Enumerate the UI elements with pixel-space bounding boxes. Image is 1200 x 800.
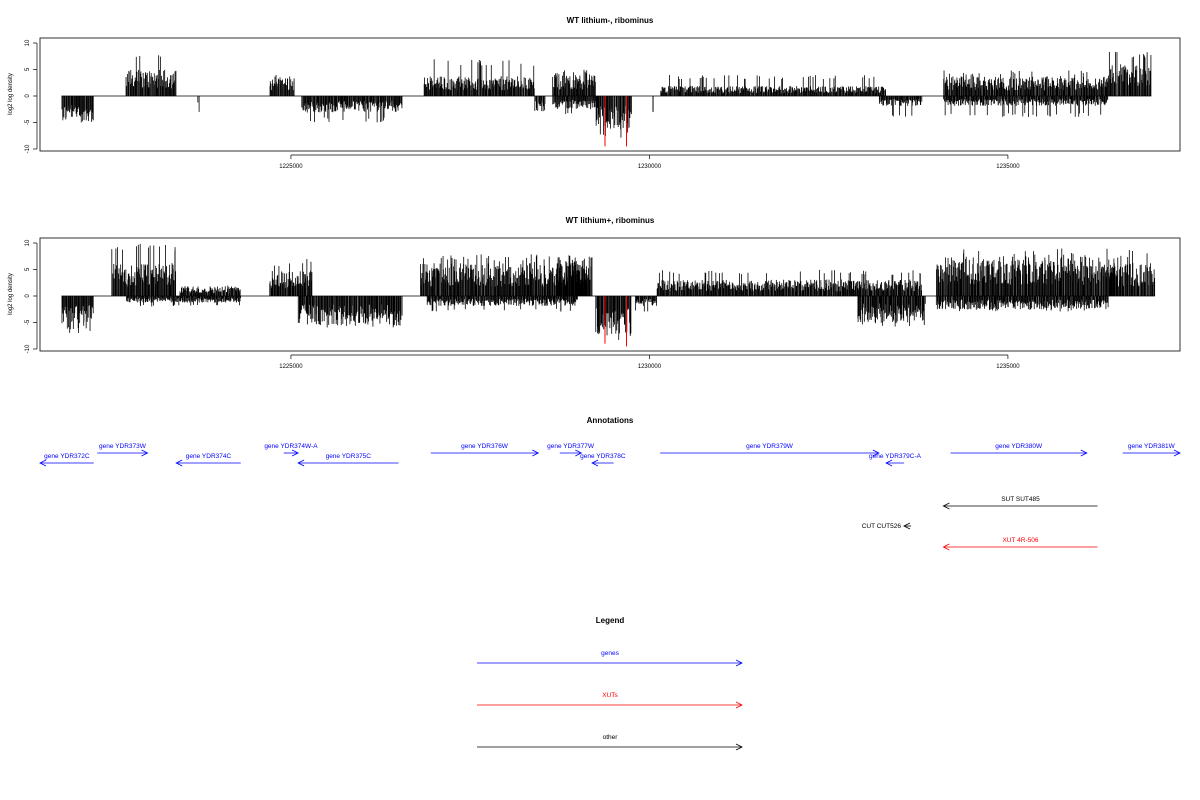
y-axis: 10 5 0 -5 -10	[25, 239, 38, 353]
annotation-feature: gene YDR374W-A	[264, 443, 318, 457]
y-tick-label: 5	[25, 67, 31, 71]
x-tick-label: 1235000	[996, 164, 1020, 170]
feature-label: gene YDR379C-A	[869, 453, 922, 460]
feature-label: gene YDR377W	[547, 443, 595, 450]
annotation-feature: gene YDR379C-A	[869, 453, 922, 467]
feature-label: gene YDR372C	[44, 453, 90, 460]
feature-label: gene YDR374C	[186, 453, 232, 460]
arrow-head-icon	[532, 449, 540, 457]
x-axis: 1225000 1230000 1235000	[279, 354, 1020, 370]
feature-label: CUT CUT526	[862, 523, 902, 530]
feature-label: gene YDR375C	[326, 453, 372, 460]
annotation-feature: gene YDR373W	[97, 443, 149, 457]
legend-label: genes	[601, 650, 619, 657]
legend-label: other	[603, 734, 619, 741]
feature-label: gene YDR380W	[995, 443, 1043, 450]
annotation-feature: SUT SUT485	[942, 496, 1098, 510]
arrow-head-icon	[297, 459, 305, 467]
annotation-feature: gene YDR379W	[660, 443, 880, 457]
arrow-head-icon	[885, 459, 893, 467]
x-tick-label: 1230000	[638, 364, 662, 370]
track-plot-lithium-minus: WT lithium-, ribominus log2 log density …	[8, 16, 1181, 170]
feature-label: gene YDR379W	[746, 443, 794, 450]
arrow-head-icon	[735, 743, 743, 751]
bars-layer	[61, 243, 1156, 347]
y-tick-label: -10	[25, 344, 31, 353]
bars-layer	[61, 52, 1152, 147]
x-tick-label: 1235000	[996, 364, 1020, 370]
arrow-head-icon	[141, 449, 149, 457]
feature-label: gene YDR381W	[1128, 443, 1176, 450]
x-tick-label: 1230000	[638, 164, 662, 170]
annotations-track: Annotations gene YDR373W gene YDR374W-A ge…	[39, 416, 1181, 551]
arrow-head-icon	[591, 459, 599, 467]
annotation-feature: CUT CUT526	[862, 522, 912, 530]
plot-title: WT lithium+, ribominus	[566, 216, 655, 225]
arrow-head-icon	[291, 449, 300, 457]
legend-item: other	[477, 734, 743, 751]
feature-label: SUT SUT485	[1001, 496, 1040, 503]
legend-items: genes XUTs other	[477, 650, 743, 751]
y-tick-label: 0	[25, 294, 31, 298]
plot-frame	[39, 37, 1181, 152]
annotation-feature: gene YDR376W	[430, 443, 540, 457]
y-axis-label: log2 log density	[8, 73, 14, 115]
plot-frame	[39, 237, 1181, 352]
y-axis: 10 5 0 -5 -10	[25, 39, 38, 153]
annotation-feature: gene YDR378C	[580, 453, 626, 467]
arrow-head-icon	[1080, 449, 1088, 457]
y-axis-label: log2 log density	[8, 273, 14, 315]
legend-item: XUTs	[477, 692, 743, 709]
arrow-head-icon	[942, 543, 950, 551]
annotation-feature: gene YDR381W	[1122, 443, 1181, 457]
annotation-features: gene YDR373W gene YDR374W-A gene YDR376W ge…	[39, 443, 1181, 551]
x-tick-label: 1225000	[279, 164, 303, 170]
plot-title: WT lithium-, ribominus	[567, 16, 654, 25]
arrow-head-icon	[735, 659, 743, 667]
feature-label: XUT 4R-506	[1002, 537, 1038, 544]
y-tick-label: 5	[25, 267, 31, 271]
annotation-feature: gene YDR375C	[297, 453, 399, 467]
feature-label: gene YDR374W-A	[264, 443, 318, 450]
x-axis: 1225000 1230000 1235000	[279, 154, 1020, 170]
arrow-head-icon	[39, 459, 47, 467]
annotation-feature: gene YDR380W	[950, 443, 1088, 457]
y-tick-label: 0	[25, 94, 31, 98]
y-tick-label: 10	[25, 239, 31, 246]
arrow-head-icon	[942, 502, 950, 510]
arrow-head-icon	[872, 449, 880, 457]
annotation-feature: XUT 4R-506	[942, 537, 1098, 551]
legend-label: XUTs	[602, 692, 618, 699]
legend: Legend genes XUTs other	[477, 616, 743, 751]
annotations-title: Annotations	[587, 416, 634, 425]
x-tick-label: 1225000	[279, 364, 303, 370]
feature-label: gene YDR373W	[99, 443, 147, 450]
annotation-feature: gene YDR377W	[547, 443, 595, 457]
arrow-head-icon	[903, 522, 911, 530]
arrow-head-icon	[735, 701, 743, 709]
feature-label: gene YDR376W	[461, 443, 509, 450]
legend-item: genes	[477, 650, 743, 667]
y-tick-label: -5	[25, 119, 31, 125]
legend-title: Legend	[596, 616, 625, 625]
annotation-feature: gene YDR374C	[175, 453, 241, 467]
y-tick-label: -5	[25, 319, 31, 325]
y-tick-label: 10	[25, 39, 31, 46]
y-tick-label: -10	[25, 144, 31, 153]
arrow-head-icon	[175, 459, 183, 467]
arrow-head-icon	[1173, 449, 1181, 457]
annotation-feature: gene YDR372C	[39, 453, 94, 467]
arrow-head-icon	[575, 449, 583, 457]
feature-label: gene YDR378C	[580, 453, 626, 460]
track-plot-lithium-plus: WT lithium+, ribominus log2 log density …	[8, 216, 1181, 370]
